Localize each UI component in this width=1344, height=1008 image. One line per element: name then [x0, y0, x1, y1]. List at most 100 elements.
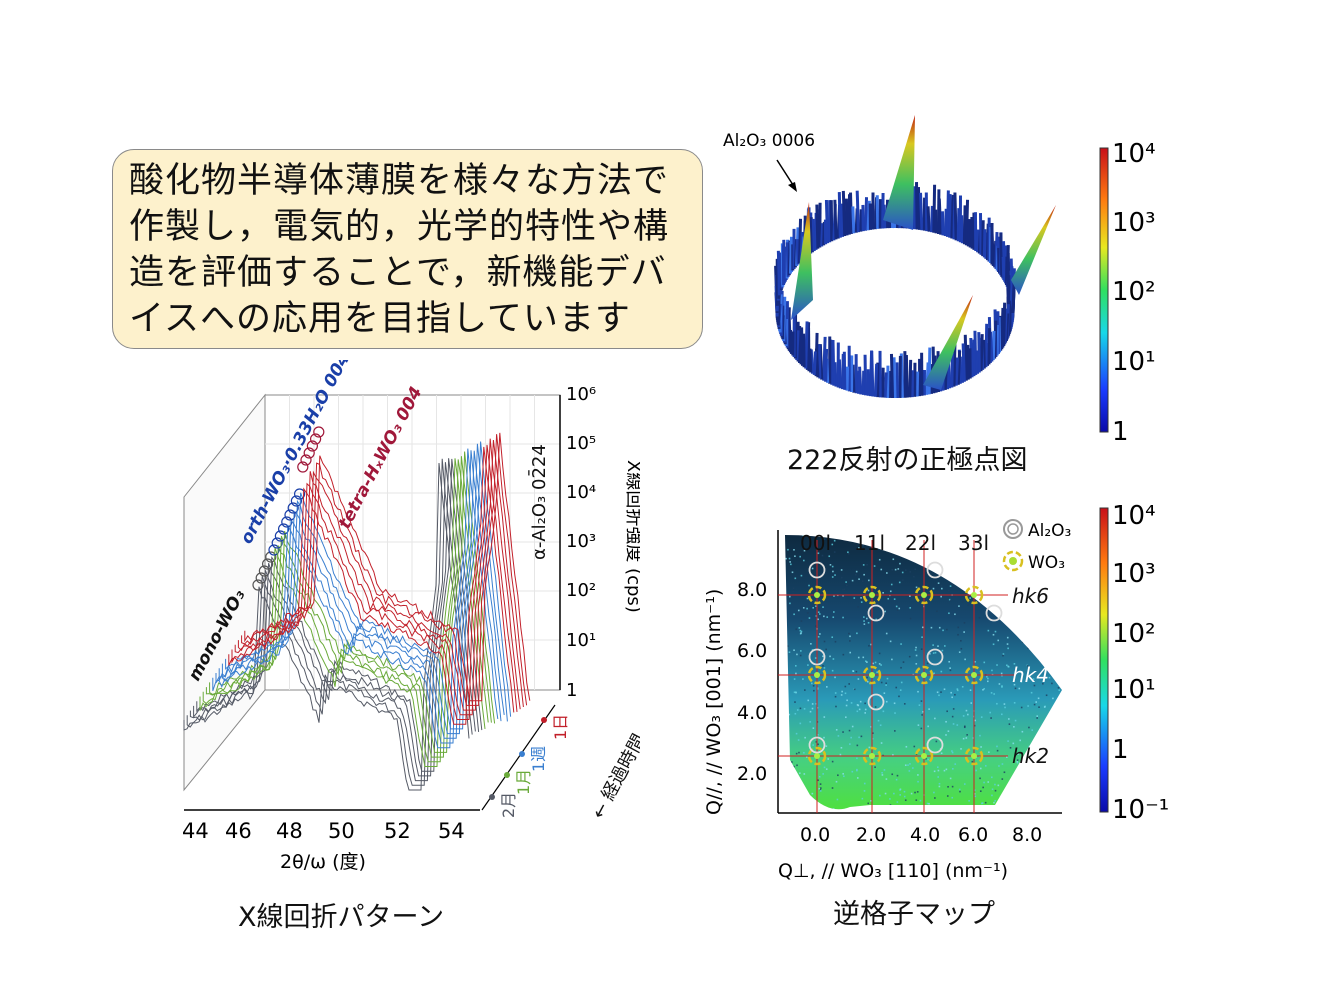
rsm-speckle-dot: [915, 654, 918, 657]
rsm-speckle-dot: [1028, 726, 1030, 729]
rsm-speckle-dot: [862, 544, 864, 547]
rsm-caption: 逆格子マップ: [833, 899, 995, 930]
rsm-speckle-dot: [1036, 715, 1039, 717]
rsm-speckle-dot: [855, 573, 857, 576]
rsm-speckle-dot: [816, 687, 819, 689]
rsm-speckle-dot: [856, 769, 858, 772]
rsm-speckle-dot: [835, 729, 838, 731]
rsm-speckle-dot: [991, 794, 993, 797]
rsm-speckle-dot: [1027, 612, 1029, 615]
rsm-speckle-dot: [785, 557, 787, 560]
rsm-speckle-dot: [891, 568, 894, 571]
rsm-speckle-dot: [835, 705, 837, 708]
rsm-speckle-dot: [827, 758, 829, 760]
rsm-speckle-dot: [870, 680, 872, 683]
rsm-speckle-dot: [952, 708, 955, 710]
rsm-speckle-dot: [895, 778, 898, 781]
xrd-spectrum-curve: [209, 451, 496, 753]
rsm-speckle-dot: [913, 745, 916, 748]
rsm-speckle-dot: [938, 694, 940, 697]
rsm-speckle-dot: [821, 554, 824, 557]
rsm-speckle-dot: [909, 763, 911, 765]
rsm-col-22l: 22l: [905, 531, 936, 555]
rsm-speckle-dot: [896, 609, 899, 611]
rsm-speckle-dot: [877, 719, 880, 722]
rsm-speckle-dot: [1055, 733, 1057, 735]
rsm-y-tick-8: 8.0: [737, 579, 767, 601]
rsm-speckle-dot: [848, 729, 851, 732]
rsm-speckle-dot: [1008, 723, 1011, 725]
rsm-speckle-dot: [937, 776, 940, 778]
rsm-speckle-dot: [971, 760, 974, 763]
rsm-y-tick-2: 2.0: [737, 763, 767, 785]
rsm-speckle-dot: [838, 814, 840, 816]
rsm-al2o3-marker: [985, 604, 1003, 622]
rsm-speckle-dot: [1054, 628, 1057, 631]
xrd-peak-marker: [306, 440, 318, 452]
rsm-speckle-dot: [840, 569, 843, 571]
pole-ring-streak: [991, 330, 996, 361]
rsm-speckle-dot: [1001, 778, 1004, 780]
rsm-speckle-dot: [799, 722, 802, 725]
rsm-speckle-dot: [960, 814, 962, 816]
rsm-speckle-dot: [831, 636, 834, 639]
rsm-speckle-dot: [834, 574, 836, 576]
rsm-speckle-dot: [808, 584, 810, 587]
rsm-row-hk6: hk6: [1012, 584, 1049, 608]
rsm-speckle-dot: [919, 799, 922, 802]
rsm-speckle-dot: [811, 707, 814, 710]
rsm-speckle-dot: [995, 572, 998, 574]
rsm-speckle-dot: [1001, 674, 1003, 677]
rsm-speckle-dot: [881, 771, 883, 774]
legend-al2o3-label: Al₂O₃: [1028, 521, 1071, 541]
rsm-speckle-dot: [957, 633, 959, 636]
rsm-speckle-dot: [1015, 573, 1018, 576]
rsm-speckle-dot: [983, 582, 986, 584]
rsm-speckle-dot: [787, 781, 790, 783]
rsm-cb-tick-1e1: 10¹: [1112, 675, 1156, 705]
rsm-speckle-dot: [937, 769, 940, 772]
rsm-speckle-dot: [803, 773, 806, 775]
rsm-speckle-dot: [1048, 781, 1051, 784]
pole-ring-streak: [841, 190, 847, 237]
time-dot-1d: [541, 717, 547, 723]
rsm-speckle-dot: [1007, 647, 1009, 650]
pole-ring-streak: [845, 366, 850, 391]
xrd-peak-marker: [252, 579, 264, 591]
rsm-speckle-dot: [1015, 621, 1017, 624]
rsm-speckle-dot: [1066, 600, 1068, 602]
rsm-speckle-dot: [936, 766, 939, 768]
rsm-speckle-dot: [992, 643, 995, 646]
rsm-speckle-dot: [1036, 717, 1038, 719]
pole-ring-streak: [956, 350, 962, 385]
rsm-speckle-dot: [831, 760, 834, 763]
rsm-speckle-dot: [845, 716, 847, 719]
rsm-speckle-dot: [1013, 683, 1016, 686]
rsm-speckle-dot: [998, 765, 1000, 767]
rsm-speckle-dot: [857, 704, 860, 707]
rsm-speckle-dot: [945, 734, 947, 736]
rsm-speckle-dot: [1032, 646, 1035, 649]
rsm-speckle-dot: [972, 737, 975, 739]
rsm-speckle-dot: [1028, 745, 1030, 748]
pole-ring-streak: [979, 334, 984, 372]
rsm-speckle-dot: [967, 604, 970, 607]
rsm-speckle-dot: [956, 578, 959, 581]
pole-ring-streak: [815, 204, 820, 249]
rsm-speckle-dot: [988, 562, 991, 565]
rsm-speckle-dot: [874, 661, 877, 664]
pole-ring-streak: [908, 359, 913, 398]
rsm-speckle-dot: [956, 571, 958, 574]
rsm-speckle-dot: [996, 567, 998, 570]
rsm-speckle-dot: [859, 700, 862, 703]
rsm-speckle-dot: [872, 662, 875, 665]
rsm-speckle-dot: [999, 795, 1002, 798]
rsm-speckle-dot: [949, 667, 951, 669]
rsm-speckle-dot: [929, 653, 931, 655]
rsm-speckle-dot: [849, 640, 851, 642]
pole-ring-streak: [864, 197, 869, 231]
rsm-speckle-dot: [799, 654, 802, 657]
rsm-speckle-dot: [818, 613, 821, 615]
description-callout: 酸化物半導体薄膜を様々な方法で 作製し，電気的，光学的特性や構 造を評価すること…: [112, 149, 703, 349]
rsm-speckle-dot: [899, 562, 901, 565]
